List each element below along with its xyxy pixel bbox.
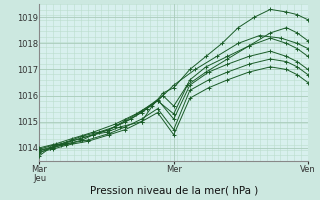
X-axis label: Pression niveau de la mer( hPa ): Pression niveau de la mer( hPa ): [90, 186, 258, 196]
